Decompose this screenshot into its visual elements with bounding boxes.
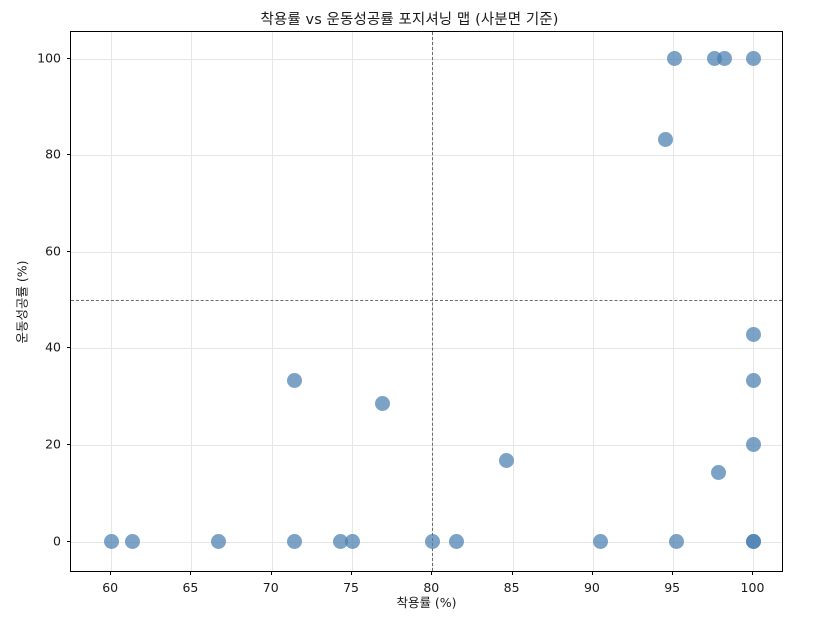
scatter-point: [593, 534, 609, 550]
scatter-point: [211, 534, 227, 550]
tick-label-y: 40: [45, 339, 61, 355]
scatter-point: [124, 534, 140, 550]
tick-mark-x: [190, 571, 192, 575]
scatter-point: [103, 534, 119, 550]
gridline-x: [753, 32, 755, 571]
scatter-point: [424, 534, 440, 550]
tick-mark-y: [67, 154, 71, 156]
scatter-point: [375, 395, 391, 411]
x-axis-label: 착용률 (%): [396, 595, 457, 610]
tick-label-x: 75: [343, 580, 359, 595]
tick-label-x: 80: [423, 580, 440, 595]
scatter-point: [667, 51, 683, 67]
tick-mark-x: [431, 571, 433, 575]
scatter-point: [286, 534, 302, 550]
tick-mark-y: [67, 57, 71, 59]
gridline-y: [71, 444, 782, 446]
tick-label-x: 65: [182, 580, 199, 595]
scatter-point: [498, 453, 514, 469]
scatter-point: [717, 51, 733, 67]
tick-label-y: 20: [45, 436, 61, 452]
gridline-y: [71, 155, 782, 157]
quadrant-reference-lines: [71, 32, 782, 571]
gridline-x: [673, 32, 675, 571]
scatter-point: [745, 437, 761, 453]
reference-line-vertical: [432, 32, 434, 571]
chart-title: 착용률 vs 운동성공률 포지셔닝 맵 (사분면 기준): [260, 12, 559, 28]
reference-line-horizontal: [71, 300, 782, 302]
tick-label-x: 70: [262, 580, 279, 595]
y-axis-label-wrapper: 운동성공률 (%): [11, 31, 31, 572]
scatter-point: [344, 534, 360, 550]
tick-label-y: 0: [53, 533, 61, 549]
x-axis-ticks: 60 65 70 75 80 85 90 95 100: [70, 571, 783, 598]
scatter-point: [657, 131, 673, 147]
tick-label-x: 90: [583, 580, 600, 595]
tick-mark-x: [511, 571, 513, 575]
gridline-y: [71, 541, 782, 543]
gridlines: [71, 32, 782, 571]
gridline-x: [512, 32, 514, 571]
gridline-x: [111, 32, 113, 571]
tick-label-x: 100: [740, 580, 765, 595]
y-axis-label: 운동성공률 (%): [14, 259, 30, 344]
tick-label-x: 85: [503, 580, 520, 595]
gridline-x: [432, 32, 434, 571]
scatter-point: [448, 534, 464, 550]
tick-label-y: 60: [45, 243, 61, 259]
tick-mark-y: [67, 347, 71, 349]
scatter-point: [745, 373, 761, 389]
tick-mark-y: [67, 540, 71, 542]
scatter-point: [668, 534, 684, 550]
scatter-point: [745, 534, 761, 550]
tick-label-y: 80: [45, 146, 61, 162]
tick-label-x: 95: [664, 580, 681, 595]
scatter-point: [710, 465, 726, 481]
scatter-point: [333, 534, 349, 550]
scatter-point: [286, 373, 302, 389]
gridline-y: [71, 348, 782, 350]
tick-mark-x: [752, 571, 754, 575]
tick-mark-x: [351, 571, 353, 575]
scatter-point: [707, 51, 723, 67]
gridline-x: [592, 32, 594, 571]
gridline-x: [271, 32, 273, 571]
tick-mark-y: [67, 250, 71, 252]
tick-mark-x: [591, 571, 593, 575]
gridline-y: [71, 251, 782, 253]
scatter-point: [745, 51, 761, 67]
gridline-x: [191, 32, 193, 571]
y-axis-ticks: 0 20 40 60 80 100: [0, 31, 71, 572]
tick-mark-x: [672, 571, 674, 575]
scatter-point: [745, 534, 761, 550]
tick-mark-y: [67, 443, 71, 445]
scatter-points: [71, 32, 782, 571]
gridline-y: [71, 58, 782, 60]
tick-label-y: 100: [37, 50, 61, 66]
tick-mark-x: [110, 571, 112, 575]
plot-area: [70, 31, 783, 572]
tick-label-x: 60: [102, 580, 119, 595]
tick-mark-x: [270, 571, 272, 575]
gridline-x: [352, 32, 354, 571]
scatter-point: [745, 326, 761, 342]
